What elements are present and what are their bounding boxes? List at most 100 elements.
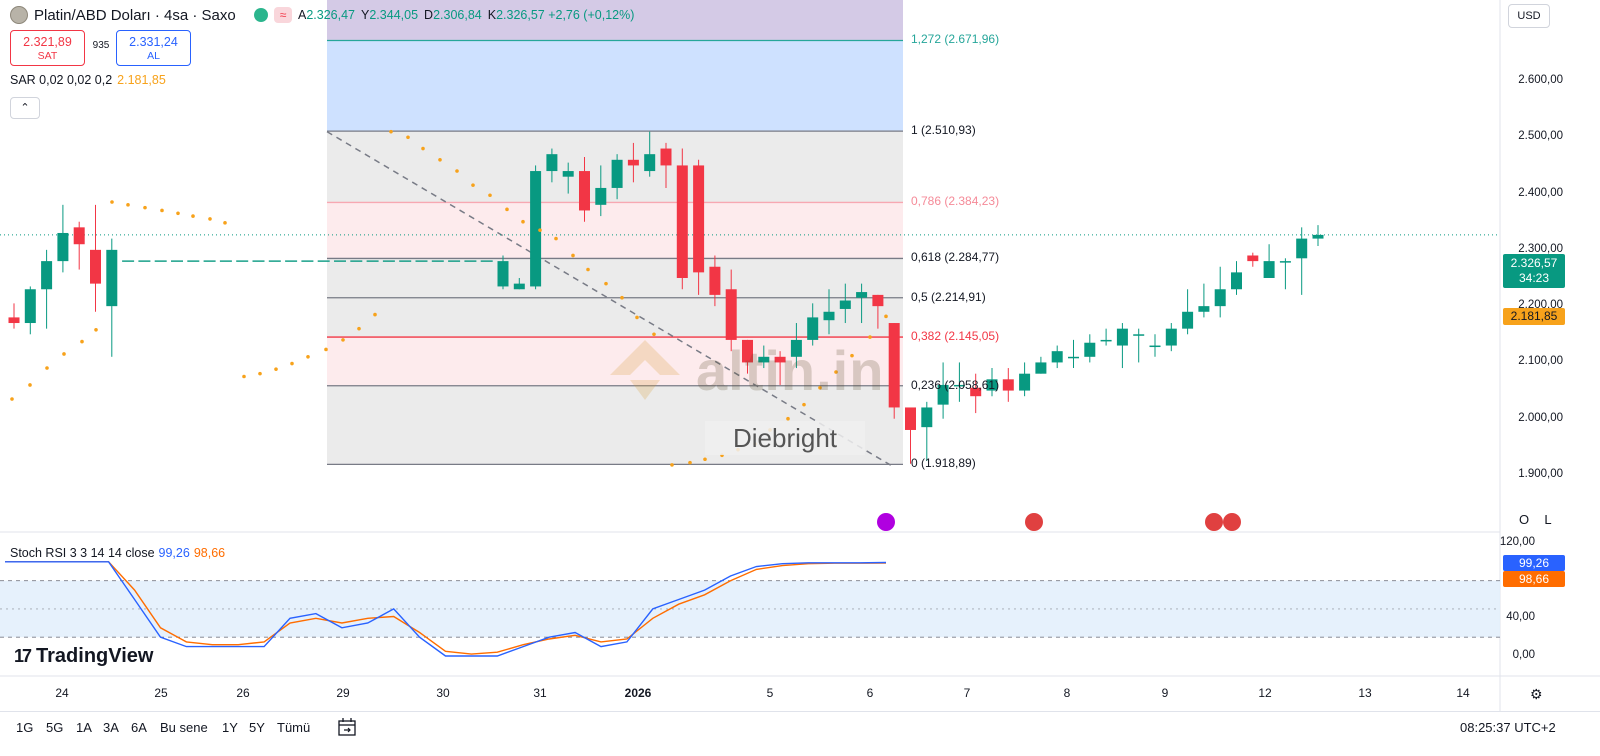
date-axis-label: 7 — [963, 686, 971, 700]
scale-o-button[interactable]: O — [1518, 512, 1530, 527]
fib-zone — [327, 202, 903, 259]
candle-body — [611, 159, 623, 188]
sar-dot — [143, 205, 147, 210]
timeframe-button[interactable]: 5Y — [249, 720, 265, 735]
candle-body — [1165, 328, 1177, 346]
bar-countdown: 34:23 — [1518, 271, 1550, 285]
timeframe-button[interactable]: Bu sene — [160, 720, 208, 735]
candle-body — [839, 300, 851, 309]
sar-dot — [688, 460, 692, 465]
candle-body — [627, 159, 639, 166]
candle-body — [1214, 289, 1226, 307]
calendar-goto-icon[interactable] — [337, 717, 359, 737]
sar-value: 2.181,85 — [117, 73, 166, 87]
candle-body — [1133, 334, 1145, 336]
date-axis-label: 25 — [154, 686, 168, 700]
candle-body — [644, 154, 656, 172]
candle-body — [8, 317, 20, 324]
candle-body — [953, 384, 965, 387]
currency-select[interactable]: USD — [1508, 4, 1550, 28]
candle-body — [1296, 238, 1308, 259]
platinum-symbol-icon — [10, 6, 28, 24]
sar-dot — [620, 295, 624, 300]
watermark-author: Diebright — [705, 421, 865, 455]
chevron-up-icon[interactable]: ⌃ — [10, 97, 40, 119]
candle-body — [1116, 328, 1128, 346]
timeframe-button[interactable]: 1A — [76, 720, 92, 735]
market-open-icon — [254, 8, 268, 22]
altin-logo-icon — [610, 340, 680, 400]
ohlc-low: D2.306,84 — [424, 8, 482, 22]
us-flag-event-icon[interactable] — [1223, 513, 1241, 531]
candle-body — [1247, 255, 1259, 262]
data-status-icon: ≈ — [274, 7, 292, 23]
candle-body — [1051, 351, 1063, 363]
candle-body — [1035, 362, 1047, 374]
candle-body — [1231, 272, 1242, 290]
candle-body — [856, 292, 868, 298]
candle-body — [676, 165, 688, 278]
sar-dot — [242, 374, 246, 379]
rsi-axis-label: 0,00 — [1512, 649, 1535, 661]
candle-body — [660, 148, 672, 166]
rsi-axis-label: 120,00 — [1499, 536, 1535, 548]
candle-body — [1198, 306, 1210, 312]
timeframe-button[interactable]: 5G — [46, 720, 64, 735]
candle-body — [774, 356, 786, 363]
sar-dot — [884, 314, 888, 319]
sar-dot — [834, 370, 838, 374]
timeframe-button[interactable]: 3A — [103, 720, 119, 735]
ohlc-open: A2.326,47 — [298, 8, 356, 22]
sar-dot — [521, 219, 525, 224]
fib-zone — [327, 337, 903, 386]
buy-button[interactable]: 2.331,24 AL — [116, 30, 191, 66]
settings-icon[interactable]: ⚙ — [1530, 686, 1543, 702]
symbol-legend[interactable]: Platin/ABD Doları · 4sa · Saxo — [10, 4, 236, 26]
timeframe-button[interactable]: Tümü — [277, 720, 311, 735]
candle-body — [872, 294, 884, 307]
us-flag-event-icon[interactable] — [1025, 513, 1043, 531]
ohlc-readout: ≈ A2.326,47 Y2.344,05 D2.306,84 K2.326,5… — [254, 5, 634, 25]
price-axis-label: 2.500,00 — [1518, 130, 1563, 143]
sell-button[interactable]: 2.321,89 SAT — [10, 30, 85, 66]
candle-body — [693, 165, 705, 273]
sar-dot — [670, 463, 674, 467]
price-axis-label: 2.300,00 — [1518, 242, 1563, 255]
sar-dot — [455, 169, 459, 173]
candle-body — [579, 171, 590, 211]
date-axis-label: 30 — [436, 686, 450, 700]
us-flag-event-icon[interactable] — [1205, 513, 1223, 531]
earnings-event-icon[interactable] — [877, 513, 895, 531]
sar-dot — [176, 211, 180, 216]
price-axis-label: 1.900,00 — [1518, 468, 1563, 480]
candle-body — [1312, 234, 1324, 239]
timeframe-button[interactable]: 1Y — [222, 720, 238, 735]
sell-label: SAT — [37, 50, 58, 62]
tradingview-logo[interactable]: 17 TradingView — [14, 645, 153, 668]
candle-body — [595, 187, 607, 205]
sar-dot — [223, 221, 227, 225]
sar-dot — [126, 203, 130, 207]
candle-body — [986, 379, 998, 391]
last-price-value: 2.326,57 — [1510, 256, 1558, 270]
candle-body — [106, 249, 118, 307]
candle-body — [1002, 379, 1014, 391]
rsi-d-tag: 98,66 — [1503, 571, 1565, 587]
scale-l-button[interactable]: L — [1544, 512, 1552, 527]
clock[interactable]: 08:25:37 UTC+2 — [1460, 720, 1556, 735]
timeframe-button[interactable]: 6A — [131, 720, 147, 735]
sar-indicator-legend[interactable]: SAR 0,02 0,02 0,2 2.181,85 — [10, 73, 166, 87]
date-axis-label: 14 — [1456, 686, 1470, 700]
rsi-k-tag: 99,26 — [1503, 555, 1565, 571]
sar-dot — [373, 312, 377, 317]
timeframe-button[interactable]: 1G — [16, 720, 34, 735]
last-price-tag: 2.326,57 34:23 — [1503, 254, 1565, 288]
symbol-title: Platin/ABD Doları · 4sa · Saxo — [34, 6, 236, 24]
sar-dot — [652, 332, 656, 337]
candle-body — [513, 283, 525, 290]
date-axis-label: 13 — [1358, 686, 1372, 700]
stoch-rsi-legend[interactable]: Stoch RSI 3 3 14 14 close 99,26 98,66 — [10, 546, 225, 560]
fib-level-label: 0,618 (2.284,77) — [911, 250, 1000, 265]
sar-dot — [341, 338, 345, 342]
